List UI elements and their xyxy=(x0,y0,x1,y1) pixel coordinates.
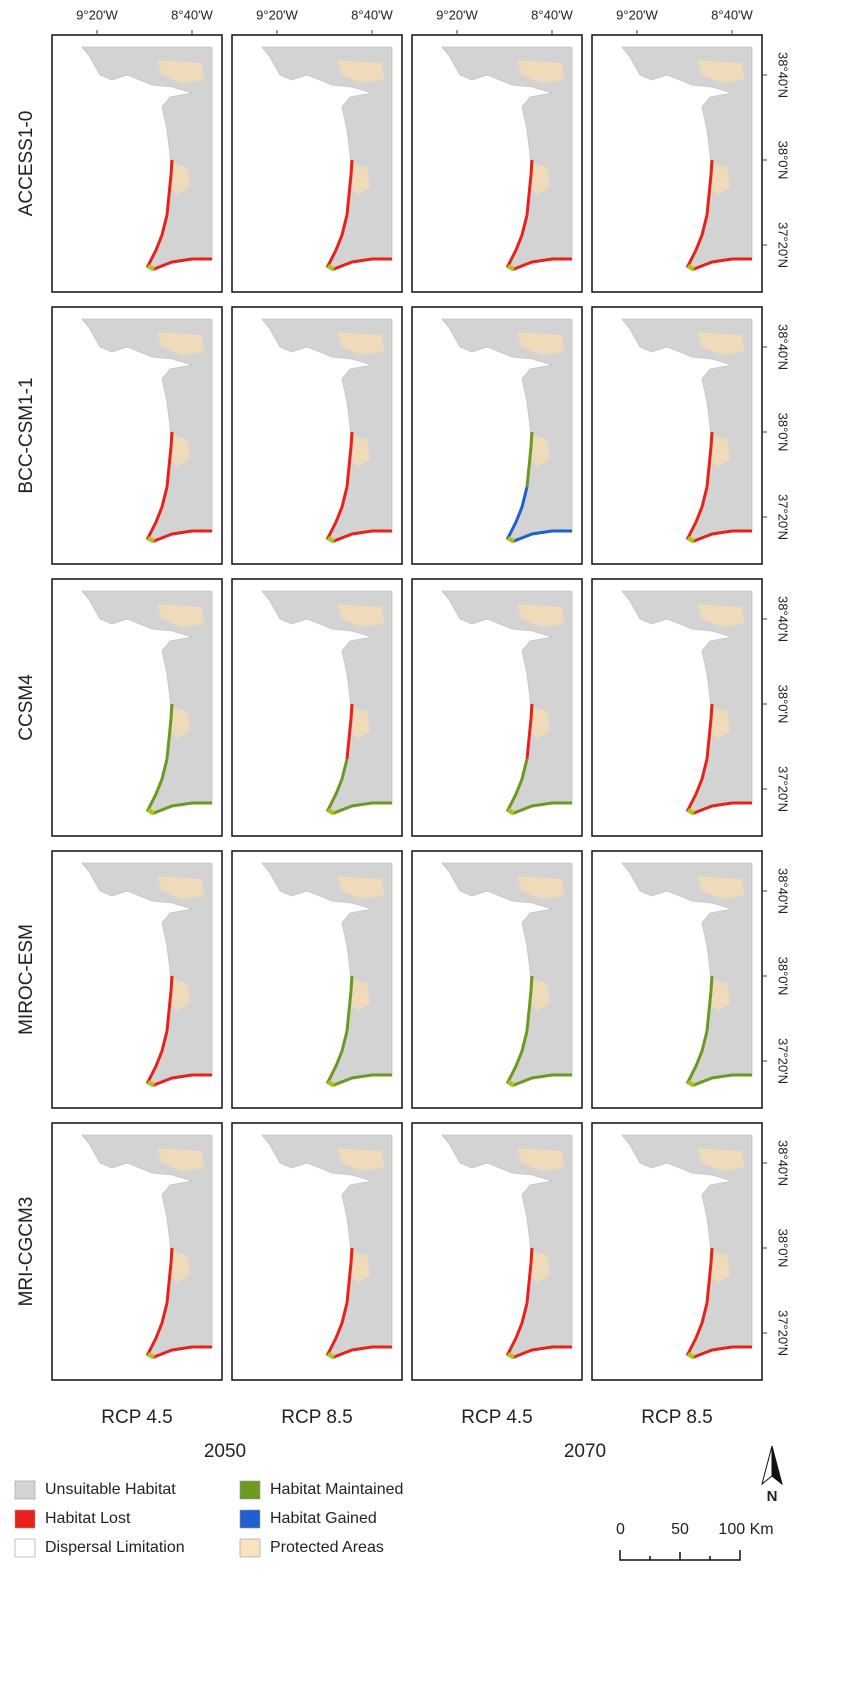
scenario-label: RCP 4.5 xyxy=(461,1407,532,1428)
coast-edge xyxy=(148,266,154,269)
model-label: ACCESS1-0 xyxy=(16,111,37,217)
longitude-label: 8°40'W xyxy=(531,7,573,22)
legend-swatch xyxy=(240,1510,260,1528)
north-arrow xyxy=(772,1446,782,1484)
coast-edge xyxy=(508,1082,514,1085)
coast-edge xyxy=(508,1354,514,1357)
map-panel xyxy=(412,851,582,1108)
north-arrow xyxy=(762,1446,772,1484)
latitude-label: 38°0'N xyxy=(776,685,791,724)
legend-label: Habitat Gained xyxy=(270,1510,377,1527)
latitude-label: 38°40'N xyxy=(776,1140,791,1186)
scenario-label: RCP 4.5 xyxy=(101,1407,172,1428)
coast-edge xyxy=(148,810,154,813)
scenario-label: RCP 8.5 xyxy=(281,1407,352,1428)
map-panel xyxy=(412,579,582,836)
legend-swatch xyxy=(15,1481,35,1499)
coast-edge xyxy=(328,1354,334,1357)
legend-label: Protected Areas xyxy=(270,1539,384,1556)
coast-edge xyxy=(688,266,694,269)
map-panel xyxy=(232,35,402,292)
coast-edge xyxy=(328,538,334,541)
longitude-label: 9°20'W xyxy=(436,7,478,22)
map-panel xyxy=(592,579,762,836)
coast-edge xyxy=(688,538,694,541)
coast-edge xyxy=(688,810,694,813)
longitude-label: 9°20'W xyxy=(76,7,118,22)
legend-label: Unsuitable Habitat xyxy=(45,1481,176,1498)
map-panel xyxy=(52,35,222,292)
scenario-label: RCP 8.5 xyxy=(641,1407,712,1428)
map-panel xyxy=(592,307,762,564)
coast-edge xyxy=(508,266,514,269)
latitude-label: 38°0'N xyxy=(776,141,791,180)
longitude-label: 8°40'W xyxy=(351,7,393,22)
map-panel xyxy=(592,35,762,292)
map-panel xyxy=(52,307,222,564)
map-panel xyxy=(412,35,582,292)
latitude-label: 37°20'N xyxy=(776,222,791,268)
coast-edge xyxy=(688,1354,694,1357)
scale-label: 50 xyxy=(671,1521,689,1538)
year-label: 2070 xyxy=(564,1441,606,1462)
latitude-label: 38°40'N xyxy=(776,324,791,370)
scale-label: 100 Km xyxy=(718,1521,773,1538)
latitude-label: 38°40'N xyxy=(776,596,791,642)
legend-label: Dispersal Limitation xyxy=(45,1539,185,1556)
coast-edge xyxy=(148,538,154,541)
longitude-label: 9°20'W xyxy=(256,7,298,22)
latitude-label: 38°0'N xyxy=(776,957,791,996)
coast-edge xyxy=(328,1082,334,1085)
latitude-label: 38°40'N xyxy=(776,868,791,914)
latitude-label: 37°20'N xyxy=(776,1310,791,1356)
map-panel xyxy=(232,1123,402,1380)
latitude-label: 38°0'N xyxy=(776,1229,791,1268)
model-label: BCC-CSM1-1 xyxy=(16,377,37,493)
map-panel xyxy=(232,851,402,1108)
longitude-label: 9°20'W xyxy=(616,7,658,22)
map-panel xyxy=(412,1123,582,1380)
scale-label: 0 xyxy=(616,1521,625,1538)
coast-edge xyxy=(328,810,334,813)
coast-edge xyxy=(508,538,514,541)
figure: 9°20'W 8°40'W 9°20'W 8°40'W 9°20'W 8°40'W 9°20… xyxy=(0,0,852,1680)
map-panel xyxy=(232,579,402,836)
map-panel xyxy=(52,579,222,836)
map-panel xyxy=(52,1123,222,1380)
year-label: 2050 xyxy=(204,1441,246,1462)
legend-label: Habitat Lost xyxy=(45,1510,131,1527)
map-panel xyxy=(52,851,222,1108)
legend-swatch xyxy=(240,1539,260,1557)
scale-bar xyxy=(620,1550,740,1560)
legend-swatch xyxy=(15,1539,35,1557)
latitude-label: 37°20'N xyxy=(776,494,791,540)
model-label: CCSM4 xyxy=(16,674,37,741)
model-label: MRI-CGCM3 xyxy=(16,1197,37,1307)
map-panel xyxy=(592,1123,762,1380)
coast-edge xyxy=(508,810,514,813)
latitude-label: 37°20'N xyxy=(776,766,791,812)
legend-swatch xyxy=(15,1510,35,1528)
coast-edge xyxy=(148,1354,154,1357)
model-label: MIROC-ESM xyxy=(16,924,37,1035)
map-panel xyxy=(592,851,762,1108)
map-panel xyxy=(232,307,402,564)
longitude-label: 8°40'W xyxy=(711,7,753,22)
longitude-label: 8°40'W xyxy=(171,7,213,22)
latitude-label: 38°0'N xyxy=(776,413,791,452)
latitude-label: 37°20'N xyxy=(776,1038,791,1084)
latitude-label: 38°40'N xyxy=(776,52,791,98)
legend-label: Habitat Maintained xyxy=(270,1481,403,1498)
coast-edge xyxy=(688,1082,694,1085)
north-label: N xyxy=(767,1488,778,1505)
map-panel xyxy=(412,307,582,564)
legend-swatch xyxy=(240,1481,260,1499)
coast-edge xyxy=(328,266,334,269)
coast-edge xyxy=(148,1082,154,1085)
